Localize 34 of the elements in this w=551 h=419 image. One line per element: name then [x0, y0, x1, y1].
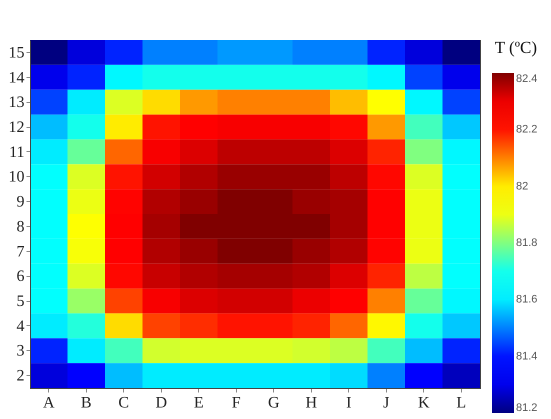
y-tick-label: 3: [16, 342, 24, 360]
x-tick-label: C: [118, 394, 130, 412]
color-bar-label: 81.2: [516, 402, 538, 414]
y-tick-label: 14: [8, 69, 24, 86]
x-tick-label: D: [155, 394, 168, 412]
x-tick-label: B: [80, 394, 92, 412]
x-tick-label: E: [194, 394, 204, 412]
y-tick-label: 9: [16, 194, 24, 211]
y-tick-label: 5: [16, 293, 24, 310]
x-tick-label: J: [383, 394, 390, 412]
y-tick-label: 15: [8, 44, 24, 62]
color-bar-label: 82: [516, 180, 528, 192]
x-tick-label: G: [268, 394, 280, 412]
x-tick-label: F: [232, 394, 241, 412]
color-bar-title: T (ºC): [494, 38, 537, 57]
color-bar-label: 82.2: [516, 124, 538, 136]
x-tick-label: K: [418, 394, 430, 412]
x-tick-label: A: [42, 394, 55, 412]
y-tick-label: 12: [8, 119, 24, 136]
y-tick-label: 8: [16, 218, 24, 236]
y-tick-label: 6: [16, 268, 24, 286]
y-tick-label: 10: [8, 168, 24, 186]
color-bar-label: 81.8: [516, 237, 538, 249]
color-bar-label: 81.6: [516, 294, 538, 306]
y-tick-label: 11: [9, 144, 24, 161]
x-tick-label: I: [346, 394, 352, 412]
y-tick-label: 13: [8, 94, 24, 112]
y-tick-label: 7: [16, 243, 24, 260]
y-tick-label: 4: [16, 318, 24, 335]
x-tick-label: H: [305, 394, 318, 412]
color-bar-label: 82.4: [516, 73, 538, 85]
color-bar-label: 81.4: [516, 350, 538, 362]
x-tick-label: L: [456, 394, 466, 412]
y-tick-label: 2: [16, 368, 24, 385]
